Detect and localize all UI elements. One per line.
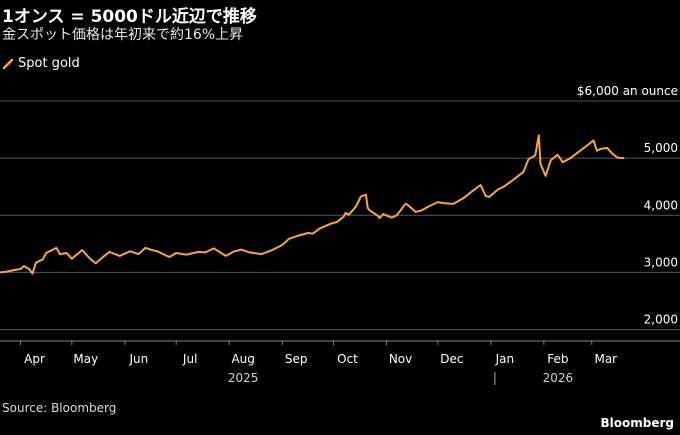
y-tick-label-2000: 2,000 <box>644 313 678 327</box>
x-tick-label-Sep: Sep <box>285 352 308 366</box>
year-label-2025: 2025 <box>228 371 259 385</box>
x-tick-label-Dec: Dec <box>440 352 463 366</box>
y-tick-label-3000: 3,000 <box>644 255 678 269</box>
x-tick-label-Jan: Jan <box>495 352 515 366</box>
x-tick-label-Aug: Aug <box>231 352 254 366</box>
series-layer <box>0 135 624 273</box>
y-tick-label-4000: 4,000 <box>644 198 678 212</box>
x-tick-label-Nov: Nov <box>389 352 412 366</box>
series-line-spot-gold <box>0 135 624 273</box>
axis-layer: $6,000 an ounce 5,000 4,000 3,000 2,000 Apr Ma… <box>0 84 680 385</box>
source-note: Source: Bloomberg <box>2 401 116 415</box>
x-tick-label-Feb: Feb <box>547 352 568 366</box>
x-tick-label-Oct: Oct <box>337 352 358 366</box>
grid-layer <box>0 101 680 330</box>
brand-logo: Bloomberg <box>601 416 675 430</box>
x-tick-label-Mar: Mar <box>594 352 617 366</box>
x-tick-label-May: May <box>73 352 98 366</box>
x-tick-label-Jun: Jun <box>128 352 148 366</box>
y-tick-label-5000: 5,000 <box>644 141 678 155</box>
y-tick-label-6000: $6,000 an ounce <box>577 84 678 98</box>
x-tick-label-Apr: Apr <box>24 352 45 366</box>
x-tick-label-Jul: Jul <box>182 352 197 366</box>
year-label-2026: 2026 <box>543 371 574 385</box>
